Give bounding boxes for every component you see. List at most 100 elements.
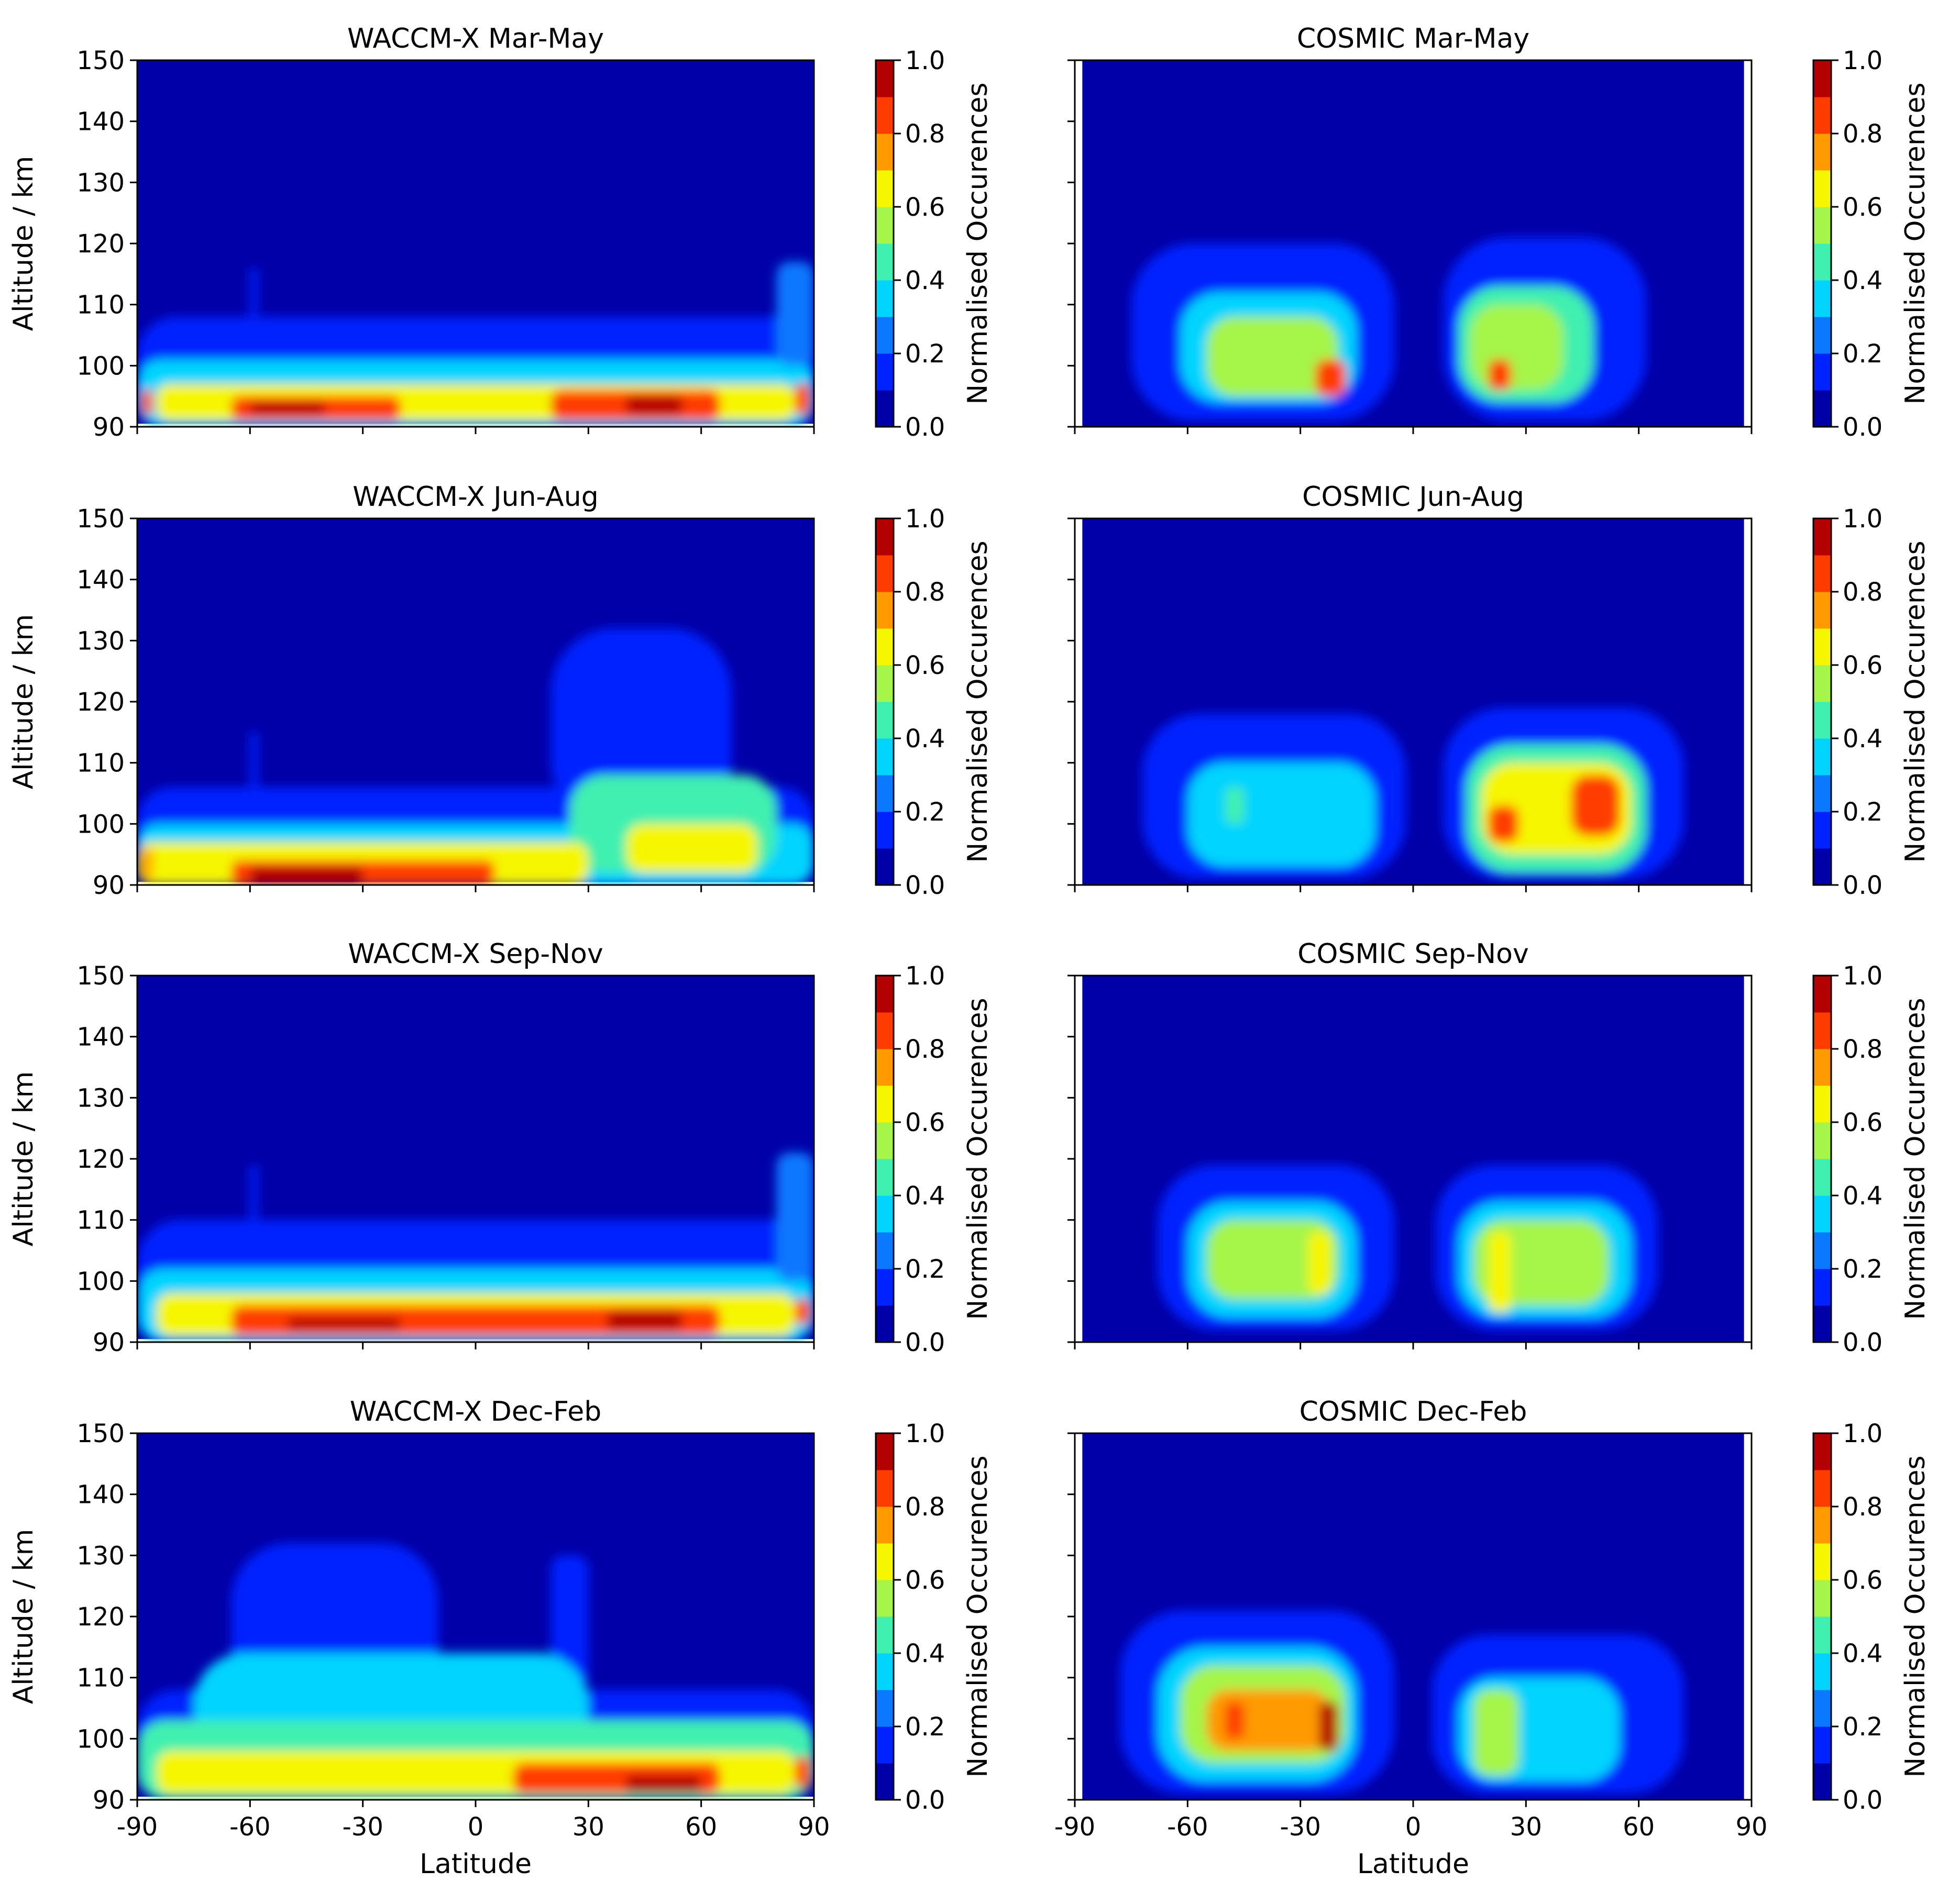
no-data-strip-right [1744,1433,1752,1800]
colorbar-tick-label: 0.0 [905,871,945,900]
contour-regions [137,1543,814,1800]
colorbar-segment [876,1763,894,1800]
colorbar-segment [876,1305,894,1343]
colorbar-segment [1813,1086,1831,1123]
colorbar-segment [1813,1507,1831,1544]
y-axis-label: Altitude / km [8,1071,39,1247]
colorbar-segment [1813,1305,1831,1343]
colorbar-segment [876,243,894,281]
plot-area [137,518,814,885]
no-data-strip-left [1075,976,1083,1342]
contour-region [776,262,814,366]
colorbar-segment [1813,1049,1831,1086]
contour-region [607,1311,682,1330]
contour-regions [137,628,814,885]
colorbar-tick-label: 1.0 [1843,504,1882,534]
y-tick-label: 140 [76,1023,125,1052]
contour-region [1308,1232,1331,1293]
contour-regions [1120,1610,1684,1794]
colorbar-tick-label: 1.0 [905,961,945,991]
colorbar-frame [1812,517,1832,886]
colorbar-segment [876,1653,894,1690]
colorbar-tick-label: 1.0 [1843,1419,1882,1448]
plot-area [1075,518,1752,885]
contour-region [795,384,810,415]
colorbar-frame [875,59,895,428]
colorbar-segment [1813,702,1831,739]
colorbar-segment [876,1580,894,1617]
colorbar-tick-label: 0.4 [905,1181,945,1211]
panel-2: WACCM-X Jun-Aug 90 100 110 120 130 140 150 Altit… [8,481,994,900]
plot-area [1075,1433,1752,1800]
colorbar: 0.0 0.2 0.4 0.6 0.8 1.0 Normalised Occurences [1812,46,1931,442]
y-tick-label: 140 [76,1480,125,1510]
x-tick-label: 60 [685,1812,717,1842]
colorbar-segment [1813,1653,1831,1690]
colorbar-segment [1813,592,1831,629]
contour-region [250,1165,258,1226]
x-tick-label: -30 [1280,1812,1320,1842]
contour-region [250,732,258,800]
colorbar-segment [1813,1159,1831,1196]
colorbar-segment [876,353,894,391]
colorbar-segment [1813,1269,1831,1306]
colorbar-segment [876,134,894,171]
colorbar-tick-label: 0.4 [1843,724,1882,754]
y-tick-label: 110 [76,749,125,778]
colorbar-label: Normalised Occurences [1900,540,1931,862]
panel-5: COSMIC Sep-Nov 0.0 0.2 0.4 0.6 0.8 1.0 Normalis… [1067,938,1931,1357]
colorbar-segment [876,1507,894,1544]
colorbar-tick-label: 0.6 [1843,1566,1882,1595]
contour-region [250,268,258,317]
plot-area [1075,60,1752,427]
colorbar-label: Normalised Occurences [1900,1455,1931,1777]
x-tick-label: -90 [117,1812,158,1842]
no-data-strip-left [1075,1433,1083,1800]
colorbar-segment [1813,812,1831,849]
x-tick-label: 60 [1623,1812,1655,1842]
x-tick-label: 0 [1405,1812,1422,1842]
y-tick-label: 150 [76,46,125,75]
colorbar: 0.0 0.2 0.4 0.6 0.8 1.0 Normalised Occurences [875,961,994,1357]
colorbar-tick-label: 0.0 [1843,413,1882,442]
colorbar-tick-label: 0.2 [905,339,945,369]
contour-region [1206,1690,1331,1751]
x-tick-label: -60 [1167,1812,1208,1842]
panel-1: COSMIC Mar-May 0.0 0.2 0.4 0.6 0.8 1.0 Normalis… [1067,23,1931,442]
colorbar-segment [1813,1580,1831,1617]
colorbar-segment [876,1269,894,1306]
colorbar-segment [1813,848,1831,885]
x-axis-label: Latitude [1357,1848,1469,1880]
colorbar-segment [876,97,894,134]
colorbar-tick-label: 0.4 [1843,1639,1882,1668]
colorbar-segment [876,1086,894,1123]
colorbar-segment [876,665,894,702]
contour-regions [1142,707,1684,879]
colorbar-segment [1813,775,1831,812]
colorbar-segment [876,317,894,354]
colorbar-segment [1813,134,1831,171]
colorbar-segment [876,848,894,885]
no-data-strip-right [1744,518,1752,885]
colorbar-segment [876,775,894,812]
colorbar-tick-label: 0.8 [1843,1492,1882,1522]
colorbar-tick-label: 0.8 [1843,1035,1882,1064]
colorbar-tick-label: 0.0 [1843,871,1882,900]
y-tick-label: 90 [93,1786,125,1815]
colorbar: 0.0 0.2 0.4 0.6 0.8 1.0 Normalised Occurences [875,1419,994,1815]
colorbar-segment [876,60,894,97]
colorbar-segment [1813,1470,1831,1507]
contour-region [1488,1232,1511,1312]
colorbar: 0.0 0.2 0.4 0.6 0.8 1.0 Normalised Occurences [875,46,994,442]
colorbar-segment [876,1617,894,1654]
contour-region [1206,317,1338,396]
panel-6: WACCM-X Dec-Feb 90 100 110 120 130 140 150 -90 -6… [8,1396,994,1880]
colorbar-label: Normalised Occurences [962,82,994,404]
contour-region [1225,787,1244,824]
colorbar-segment [1813,1726,1831,1764]
no-data-strip-left [1075,60,1083,427]
colorbar-frame [1812,1432,1832,1801]
colorbar-tick-label: 0.6 [1843,193,1882,222]
colorbar-tick-label: 0.8 [905,1035,945,1064]
panel-0: WACCM-X Mar-May 90 100 110 120 130 140 150 Altit… [8,23,994,442]
